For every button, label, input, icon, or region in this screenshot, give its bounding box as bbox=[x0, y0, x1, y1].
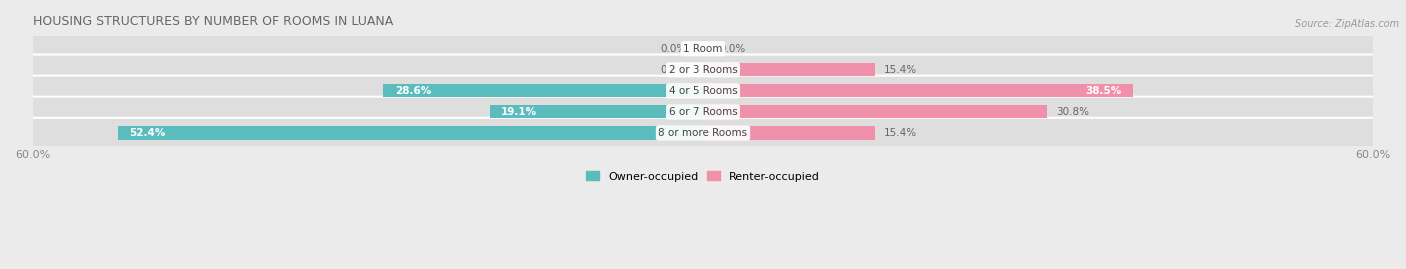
Text: 0.0%: 0.0% bbox=[659, 44, 686, 54]
Legend: Owner-occupied, Renter-occupied: Owner-occupied, Renter-occupied bbox=[581, 167, 825, 186]
Text: 15.4%: 15.4% bbox=[884, 65, 917, 75]
FancyBboxPatch shape bbox=[30, 97, 1376, 127]
Text: HOUSING STRUCTURES BY NUMBER OF ROOMS IN LUANA: HOUSING STRUCTURES BY NUMBER OF ROOMS IN… bbox=[32, 15, 392, 28]
Text: 0.0%: 0.0% bbox=[720, 44, 747, 54]
FancyBboxPatch shape bbox=[30, 118, 1376, 148]
Text: 15.4%: 15.4% bbox=[884, 128, 917, 138]
Text: 28.6%: 28.6% bbox=[395, 86, 430, 96]
Bar bbox=[118, 126, 703, 140]
Text: 8 or more Rooms: 8 or more Rooms bbox=[658, 128, 748, 138]
Text: 2 or 3 Rooms: 2 or 3 Rooms bbox=[669, 65, 737, 75]
FancyBboxPatch shape bbox=[30, 33, 1376, 64]
Bar bbox=[703, 105, 1047, 118]
Text: Source: ZipAtlas.com: Source: ZipAtlas.com bbox=[1295, 19, 1399, 29]
Text: 6 or 7 Rooms: 6 or 7 Rooms bbox=[669, 107, 737, 117]
Text: 19.1%: 19.1% bbox=[501, 107, 537, 117]
Text: 30.8%: 30.8% bbox=[1056, 107, 1090, 117]
FancyBboxPatch shape bbox=[30, 55, 1376, 85]
Text: 1 Room: 1 Room bbox=[683, 44, 723, 54]
Bar bbox=[703, 84, 1133, 97]
Text: 0.0%: 0.0% bbox=[659, 65, 686, 75]
Text: 4 or 5 Rooms: 4 or 5 Rooms bbox=[669, 86, 737, 96]
Bar bbox=[703, 126, 875, 140]
Bar bbox=[384, 84, 703, 97]
Bar bbox=[703, 63, 875, 76]
Text: 52.4%: 52.4% bbox=[129, 128, 165, 138]
Text: 38.5%: 38.5% bbox=[1085, 86, 1122, 96]
FancyBboxPatch shape bbox=[30, 76, 1376, 106]
Bar bbox=[489, 105, 703, 118]
